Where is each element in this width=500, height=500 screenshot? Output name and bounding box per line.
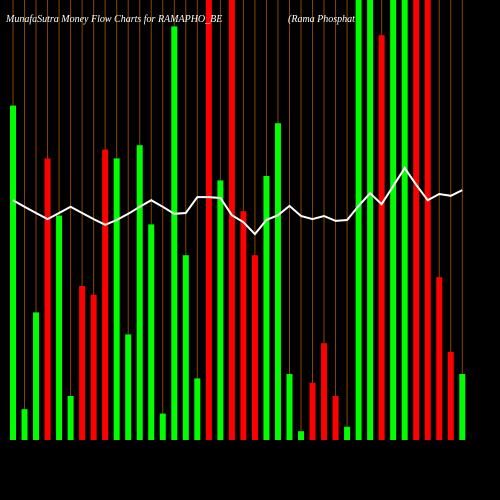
bar: [401, 0, 408, 440]
bar: [113, 158, 120, 440]
money-flow-line: [12, 166, 463, 236]
bar: [309, 382, 316, 440]
bar: [182, 255, 189, 440]
bar: [56, 215, 63, 440]
bar: [90, 294, 97, 440]
bar: [33, 312, 40, 440]
bar: [67, 396, 74, 440]
bar: [171, 26, 178, 441]
chart-title: MunafaSutra Money Flow Charts for RAMAPH…: [5, 14, 222, 25]
bar: [344, 426, 351, 440]
bar: [298, 431, 304, 440]
bar: [413, 0, 420, 440]
bar: [378, 35, 385, 440]
bar: [102, 149, 109, 440]
plot-area: [10, 0, 466, 441]
bar: [217, 180, 224, 440]
bar: [136, 145, 143, 440]
bar: [79, 286, 86, 440]
bar: [424, 0, 431, 440]
bar: [44, 158, 51, 440]
bar: [390, 0, 397, 440]
bar: [194, 378, 201, 440]
bar: [205, 0, 212, 440]
bar: [228, 0, 235, 440]
bar: [286, 374, 293, 440]
bar: [332, 396, 339, 440]
bar: [355, 0, 362, 440]
bar: [274, 123, 281, 440]
bar: [367, 0, 374, 440]
bar: [459, 374, 466, 440]
bar: [159, 413, 166, 440]
bar: [447, 352, 454, 440]
bar: [436, 277, 443, 440]
bar: [251, 255, 258, 440]
chart-subtitle: (Rama Phosphat: [288, 14, 355, 25]
bar: [10, 105, 16, 440]
bar: [148, 224, 155, 440]
bar: [125, 334, 132, 440]
bar: [240, 211, 247, 440]
bar: [263, 176, 270, 440]
bar: [321, 343, 328, 440]
bar: [21, 409, 28, 440]
